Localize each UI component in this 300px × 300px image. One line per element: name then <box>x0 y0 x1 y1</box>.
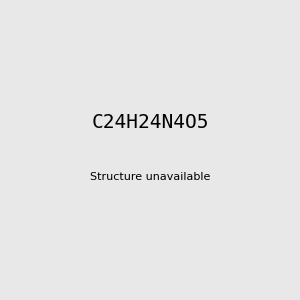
Text: C24H24N4O5: C24H24N4O5 <box>91 113 209 133</box>
Text: Structure unavailable: Structure unavailable <box>90 172 210 182</box>
